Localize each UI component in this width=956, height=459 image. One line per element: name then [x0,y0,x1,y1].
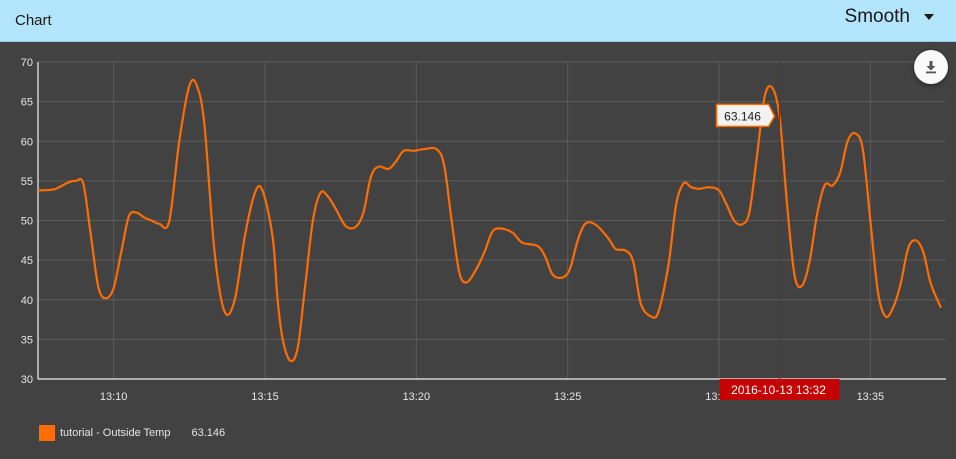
y-tick-label-35: 35 [21,334,33,346]
legend-series-value: 63.146 [191,427,226,439]
x-tick-label-1325: 13:25 [554,391,582,403]
x-tick-label-1320: 13:20 [403,391,431,403]
cursor-time-label: 2016-10-13 13:32 [731,383,826,397]
value-tooltip-box [715,103,776,128]
x-tick-label-1335: 13:35 [857,391,885,403]
page-title: Chart [15,12,52,29]
x-tick-label-1315: 13:15 [251,391,279,403]
download-icon [926,61,936,74]
legend-swatch [39,425,55,441]
y-tick-label-65: 65 [21,97,33,109]
mode-label: Smooth [844,6,910,27]
hover-cursor: 2016-10-13 13:32 63.146 [715,62,840,400]
y-axis-tick-labels: 30 35 40 45 50 55 60 65 70 [21,57,33,386]
y-tick-label-30: 30 [21,374,33,386]
y-tick-label-40: 40 [21,295,33,307]
y-tick-label-55: 55 [21,176,33,188]
value-tooltip-label: 63.146 [724,109,761,123]
x-axis-tick-labels: 13:10 13:15 13:20 13:25 13:30 13:35 [100,391,884,403]
download-button[interactable] [914,50,948,84]
chart-header: Chart Smooth [0,0,956,42]
line-chart: 30 35 40 45 50 55 60 65 70 13:10 13:15 13:20 13:25 1… [21,57,946,403]
y-tick-label-45: 45 [21,255,33,267]
legend-series-name: tutorial - Outside Temp [60,427,171,439]
smooth-mode-dropdown[interactable]: Smooth [845,6,934,28]
chart-legend: tutorial - Outside Temp 63.146 [39,425,225,441]
y-tick-label-60: 60 [21,136,33,148]
series-line-outside-temp [37,78,943,363]
x-tick-label-1310: 13:10 [100,391,128,403]
chevron-down-icon [924,14,934,20]
cursor-time-box [719,379,840,400]
y-tick-label-50: 50 [21,216,33,228]
y-tick-label-70: 70 [21,57,33,69]
chart-grid [38,61,946,379]
